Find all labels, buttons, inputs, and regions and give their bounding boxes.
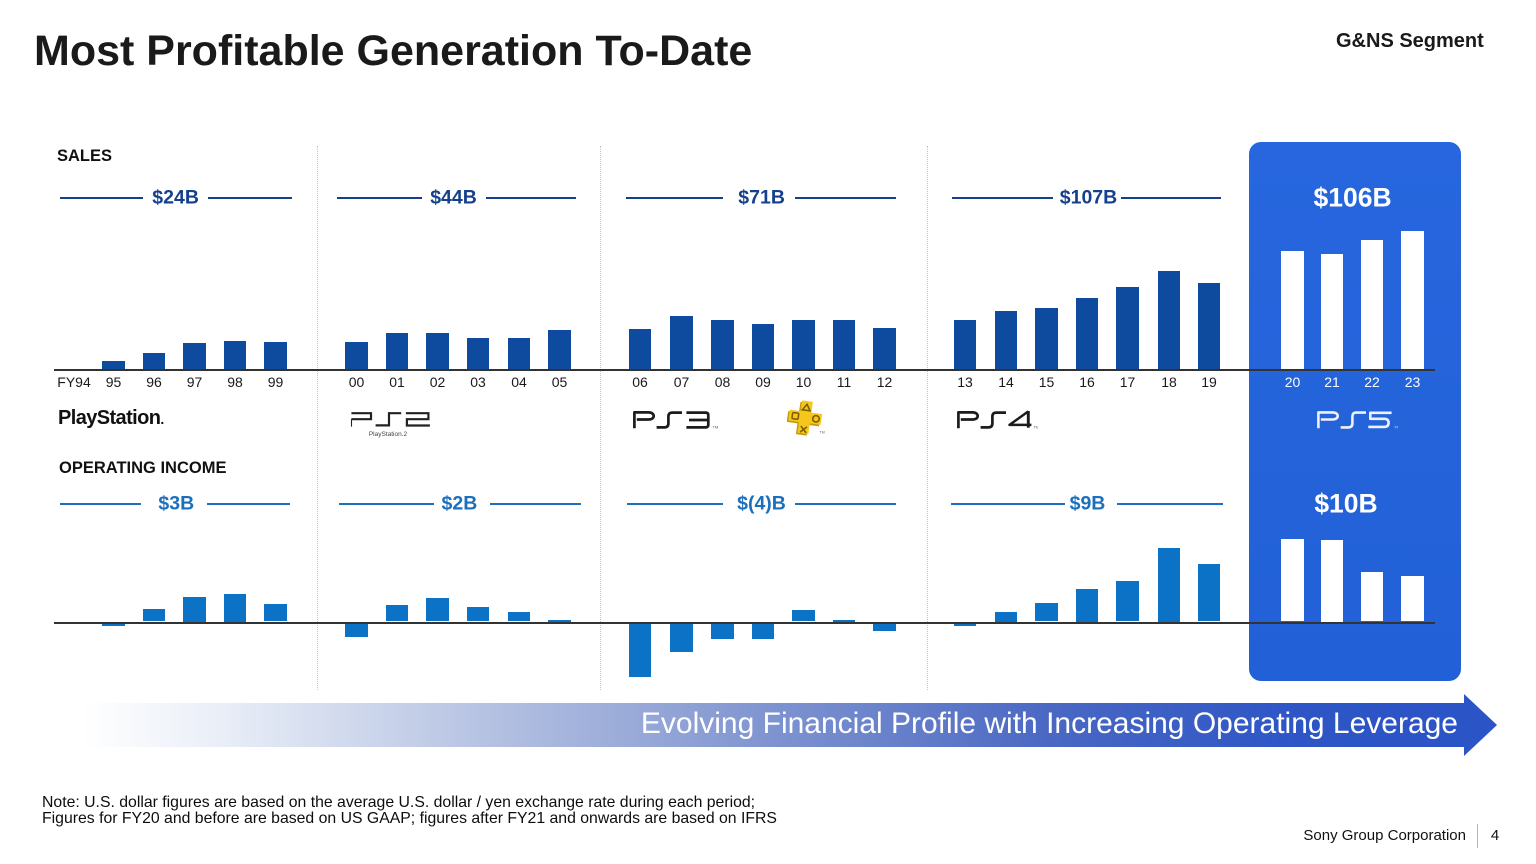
svg-text:TM: TM	[1394, 425, 1398, 430]
svg-text:TM: TM	[713, 425, 719, 430]
svg-text:TM: TM	[820, 431, 825, 435]
svg-text:PlayStation.2: PlayStation.2	[369, 431, 408, 438]
svg-text:TM: TM	[1034, 425, 1039, 430]
